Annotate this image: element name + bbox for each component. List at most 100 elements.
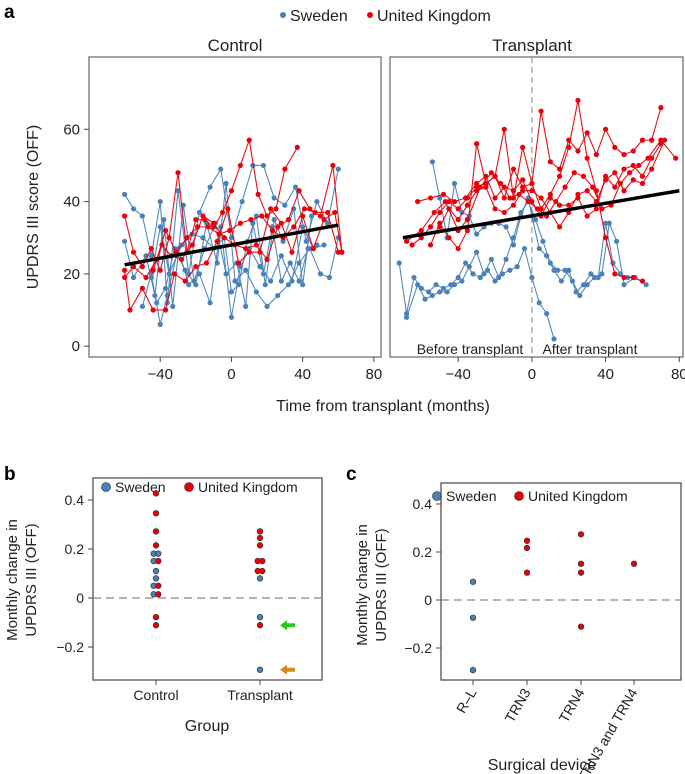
plot-frame <box>92 477 323 681</box>
data-point-sweden <box>503 224 509 230</box>
series-sweden <box>396 245 557 342</box>
panel-label-c: c <box>346 464 357 485</box>
data-point-sweden <box>161 217 167 223</box>
data-point-uk <box>455 245 461 252</box>
data-point-uk <box>152 542 160 549</box>
data-point-sweden <box>643 282 649 288</box>
data-point-sweden <box>474 249 480 255</box>
data-point-uk <box>228 188 235 194</box>
data-point-sweden <box>152 575 160 582</box>
series-uk <box>122 206 345 313</box>
data-point-uk <box>339 249 345 255</box>
y-tick-label: 0 <box>72 338 80 355</box>
data-point-sweden <box>540 238 546 244</box>
data-point-sweden <box>466 264 472 270</box>
data-point-uk <box>603 235 609 241</box>
data-point-uk <box>157 267 163 273</box>
data-point-uk <box>621 166 627 172</box>
data-point-sweden <box>157 198 163 205</box>
data-point-uk <box>264 256 270 263</box>
y-tick-label: 0.2 <box>413 544 433 560</box>
x-axis-label-c: Surgical device <box>488 757 597 774</box>
data-point-uk <box>673 155 679 161</box>
data-point-uk <box>273 206 279 212</box>
data-point-uk <box>440 191 447 197</box>
data-point-sweden <box>621 282 627 288</box>
data-point-sweden <box>614 238 620 244</box>
data-point-uk <box>427 242 434 248</box>
data-point-uk <box>630 274 636 281</box>
data-point-uk <box>150 267 156 273</box>
series-uk <box>122 137 300 273</box>
data-point-uk <box>200 213 206 219</box>
data-point-uk <box>278 220 284 226</box>
data-point-sweden <box>308 213 315 219</box>
x-tick-label: Control <box>133 687 178 703</box>
data-point-sweden <box>260 271 267 277</box>
data-point-sweden <box>162 285 169 291</box>
data-point-uk <box>431 209 437 216</box>
data-point-uk <box>507 195 513 201</box>
data-point-sweden <box>139 303 146 309</box>
data-point-uk <box>523 537 531 544</box>
data-point-sweden <box>584 282 590 288</box>
data-point-sweden <box>130 206 137 212</box>
data-point-uk <box>193 264 199 270</box>
data-point-sweden <box>507 267 513 273</box>
data-point-sweden <box>186 282 192 288</box>
legend-label-uk: United Kingdom <box>528 488 628 504</box>
data-point-sweden <box>595 274 601 281</box>
panel-b <box>88 477 323 685</box>
data-point-sweden <box>196 271 202 277</box>
data-point-sweden <box>532 217 539 223</box>
data-point-uk <box>175 170 181 176</box>
legend-marker-uk <box>514 491 524 501</box>
data-point-uk <box>529 188 535 194</box>
arrow-icon <box>280 664 295 675</box>
data-point-uk <box>321 217 327 223</box>
x-tick-label: 0 <box>528 366 536 383</box>
data-point-uk <box>139 285 146 291</box>
data-point-uk <box>171 271 178 277</box>
data-point-uk <box>649 166 655 172</box>
data-point-uk <box>282 166 288 172</box>
data-point-sweden <box>292 184 299 190</box>
data-point-sweden <box>580 282 587 288</box>
data-point-sweden <box>289 278 295 284</box>
data-point-uk <box>566 144 572 150</box>
data-point-sweden <box>551 267 557 273</box>
data-point-uk <box>143 274 149 281</box>
data-point-uk <box>474 141 480 147</box>
series-uk <box>415 141 664 219</box>
data-point-uk <box>310 245 316 252</box>
data-point-sweden <box>170 303 176 309</box>
data-point-sweden <box>544 311 550 317</box>
data-point-uk <box>253 242 259 248</box>
x-tick-label: −40 <box>147 366 172 383</box>
data-point-sweden <box>282 202 288 208</box>
data-point-sweden <box>271 217 277 223</box>
data-point-uk <box>227 227 233 234</box>
data-point-uk <box>155 582 162 589</box>
data-point-sweden <box>223 271 229 277</box>
subplot-transplant <box>389 56 684 362</box>
data-point-sweden <box>228 289 235 295</box>
series-line-sweden <box>398 246 555 340</box>
data-point-sweden <box>296 278 302 284</box>
data-point-uk <box>488 170 494 176</box>
data-point-sweden <box>191 278 197 284</box>
data-point-sweden <box>232 278 238 284</box>
data-point-uk <box>577 531 585 538</box>
data-point-sweden <box>278 278 284 284</box>
data-point-sweden <box>462 260 469 266</box>
data-point-uk <box>630 560 638 567</box>
data-point-uk <box>324 209 331 216</box>
data-point-uk <box>575 195 581 201</box>
data-point-sweden <box>287 260 293 266</box>
annotation-after-transplant: After transplant <box>543 341 638 357</box>
data-point-uk <box>571 170 577 176</box>
data-point-uk <box>219 209 226 216</box>
data-point-uk <box>122 213 128 219</box>
data-point-sweden <box>243 303 249 309</box>
